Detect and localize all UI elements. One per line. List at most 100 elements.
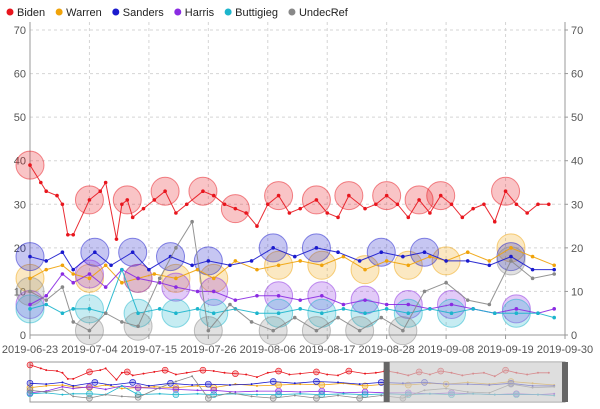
navigator-point-biden	[288, 373, 291, 376]
data-point-harris	[449, 302, 454, 307]
data-point-undecref	[174, 246, 178, 250]
navigator-point-buttigieg	[196, 392, 199, 395]
navigator-point-biden	[153, 370, 156, 373]
navigator-point-biden	[72, 377, 75, 380]
navigator-point-undecref	[269, 394, 277, 402]
data-point-biden	[55, 193, 59, 198]
data-point-buttigieg	[276, 311, 281, 316]
y-tick-label-right: 0	[571, 330, 577, 342]
data-point-biden	[103, 180, 108, 185]
data-point-sanders	[190, 263, 194, 268]
legend-marker-harris	[174, 8, 182, 16]
data-point-biden	[60, 202, 65, 207]
navigator-point-biden	[223, 371, 226, 374]
navigator-point-warren	[255, 384, 258, 387]
navigator-point-buttigieg	[255, 393, 258, 396]
navigator-point-undecref	[104, 393, 107, 396]
data-point-warren	[28, 276, 32, 281]
data-point-undecref	[292, 315, 297, 320]
navigator-point-buttigieg	[120, 384, 123, 387]
navigator-point-biden	[86, 368, 93, 376]
navigator-point-undecref	[86, 394, 93, 402]
y-tick-label-left: 50	[14, 112, 26, 124]
data-point-sanders	[465, 259, 470, 263]
navigator-point-biden	[120, 371, 123, 374]
data-point-warren	[298, 259, 303, 263]
y-tick-label-left: 70	[14, 25, 26, 37]
navigator-point-sanders	[91, 379, 99, 386]
navigator-point-buttigieg	[172, 391, 180, 398]
data-point-undecref	[379, 315, 384, 320]
data-point-harris	[60, 272, 65, 276]
navigator-handle-left[interactable]	[383, 362, 390, 402]
navigator-point-harris	[234, 391, 237, 394]
data-point-harris	[255, 293, 259, 298]
navigator-point-undecref	[205, 394, 212, 402]
legend-label-biden: Biden	[17, 7, 45, 19]
data-point-biden	[141, 206, 146, 211]
data-point-undecref	[228, 302, 232, 307]
data-point-biden	[39, 180, 43, 185]
data-point-buttigieg	[384, 307, 389, 311]
navigator-point-biden	[185, 371, 188, 374]
navigator-point-undecref	[26, 386, 34, 394]
data-point-warren	[276, 263, 281, 268]
y-tick-label-left: 40	[14, 156, 26, 168]
navigator-point-biden	[245, 373, 248, 376]
data-point-biden	[460, 215, 465, 220]
navigator-point-biden	[131, 374, 134, 377]
data-point-biden	[287, 211, 292, 215]
navigator-point-biden	[212, 370, 215, 373]
data-point-biden	[406, 215, 411, 220]
data-point-undecref	[71, 320, 76, 324]
data-point-undecref	[422, 289, 427, 294]
series-line-warren	[29, 247, 555, 284]
data-point-biden	[363, 206, 367, 211]
navigator-point-buttigieg	[72, 392, 75, 395]
data-point-undecref	[336, 315, 340, 320]
data-point-undecref	[103, 311, 108, 316]
data-point-biden	[211, 193, 216, 198]
data-point-harris	[157, 280, 162, 285]
data-point-biden	[384, 193, 389, 198]
navigator-point-sanders	[72, 384, 75, 387]
legend-marker-biden	[6, 8, 14, 16]
data-point-buttigieg	[71, 307, 76, 311]
data-point-harris	[406, 302, 411, 307]
series-biden	[28, 163, 551, 241]
data-point-biden	[174, 211, 178, 215]
data-point-undecref	[314, 328, 319, 333]
navigator-point-biden	[56, 370, 59, 373]
data-point-warren	[103, 263, 108, 268]
navigator-point-buttigieg	[342, 392, 345, 395]
navigator-point-sanders	[228, 384, 231, 387]
data-point-harris	[276, 293, 281, 298]
data-point-biden	[438, 193, 443, 198]
legend-marker-sanders	[112, 8, 120, 16]
data-point-biden	[114, 237, 119, 241]
y-tick-label-right: 30	[571, 199, 583, 211]
navigator-point-sanders	[337, 381, 340, 384]
range-navigator[interactable]	[26, 361, 568, 403]
data-point-biden	[28, 163, 32, 167]
data-point-harris	[233, 298, 238, 302]
data-point-sanders	[228, 263, 232, 268]
y-tick-label-right: 70	[571, 25, 583, 37]
y-tick-label-right: 20	[571, 243, 583, 255]
navigator-point-undecref	[228, 391, 231, 394]
data-point-biden	[395, 202, 400, 207]
navigator-point-biden	[326, 373, 329, 376]
data-point-undecref	[44, 298, 49, 302]
navigator-point-undecref	[72, 395, 75, 398]
navigator-point-biden	[364, 372, 367, 375]
navigator-handle-right[interactable]	[562, 362, 568, 402]
legend-label-undecref: UndecRef	[299, 7, 349, 19]
data-point-undecref	[206, 328, 211, 333]
navigator-point-biden	[115, 378, 118, 381]
legend-marker-undecref	[288, 8, 296, 16]
data-point-undecref	[120, 320, 124, 324]
navigator-point-sanders	[250, 383, 253, 386]
data-point-warren	[428, 254, 432, 259]
navigator-point-harris	[134, 384, 142, 391]
